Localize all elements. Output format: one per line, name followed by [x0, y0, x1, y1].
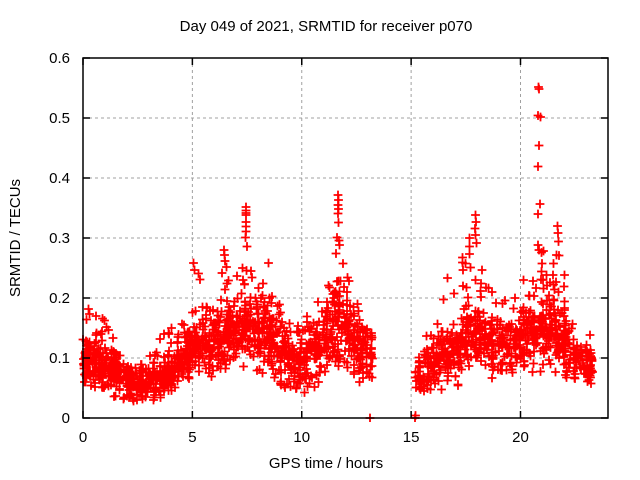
plot-border — [82, 57, 609, 419]
x-tick-label: 20 — [512, 429, 529, 446]
tick-labels: 0 5 10 15 20 0 0.1 0.2 0.3 0.4 0.5 0.6 — [49, 50, 529, 446]
y-axis-label: SRMTID / TECUs — [7, 179, 24, 297]
data-point-markers — [78, 82, 597, 422]
y-tick-label: 0.6 — [49, 50, 70, 67]
y-tick-label: 0.1 — [49, 350, 70, 367]
x-tick-label: 5 — [188, 429, 196, 446]
chart-title: Day 049 of 2021, SRMTID for receiver p07… — [180, 18, 473, 35]
x-tick-label: 10 — [293, 429, 310, 446]
x-tick-label: 15 — [403, 429, 420, 446]
y-tick-label: 0.4 — [49, 170, 70, 187]
x-axis-label: GPS time / hours — [269, 455, 383, 472]
y-tick-label: 0.2 — [49, 290, 70, 307]
y-tick-label: 0 — [62, 410, 70, 427]
y-tick-label: 0.5 — [49, 110, 70, 127]
x-tick-label: 0 — [79, 429, 87, 446]
y-tick-label: 0.3 — [49, 230, 70, 247]
scatter-points — [78, 82, 597, 422]
